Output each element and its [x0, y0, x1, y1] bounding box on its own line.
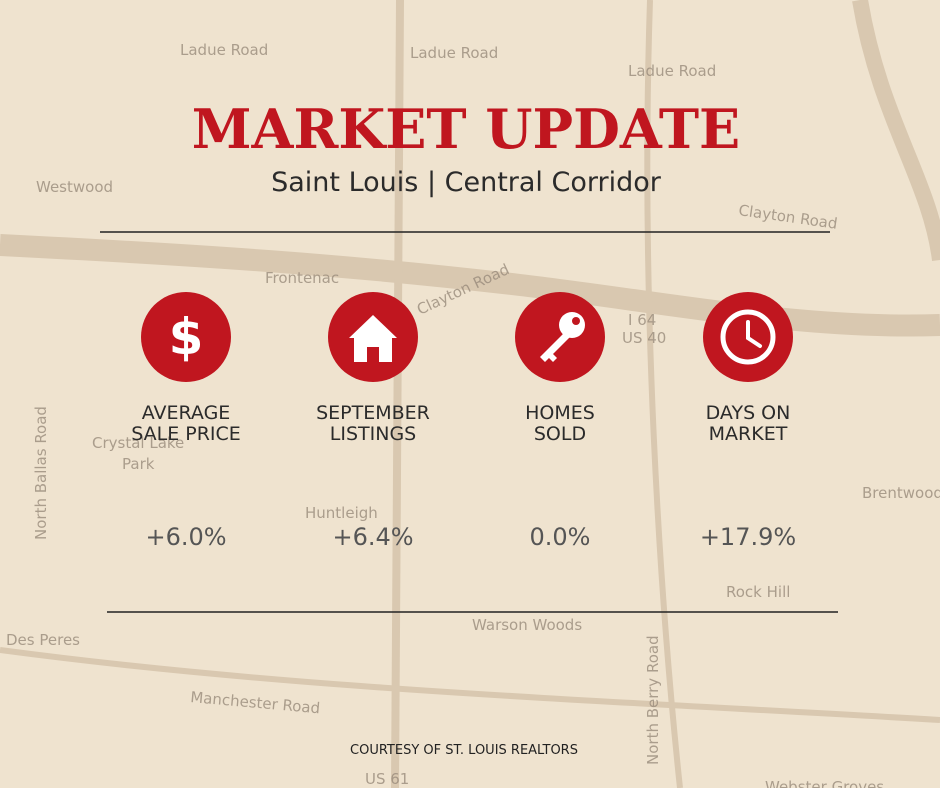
map-label: Huntleigh	[305, 504, 378, 522]
icon-key	[515, 292, 605, 382]
stat-label: MARKET	[709, 423, 788, 445]
map-label: Webster Groves	[765, 778, 884, 788]
stat-label: SOLD	[534, 423, 586, 445]
map-label: Park	[122, 455, 155, 473]
map-label: Crystal Lake	[92, 434, 184, 452]
map-label: US 40	[622, 329, 666, 347]
map-label: US 61	[365, 770, 409, 788]
map-label: North Berry Road	[644, 635, 662, 765]
road	[0, 647, 940, 723]
map-label: Frontenac	[265, 269, 339, 287]
stat-label: LISTINGS	[330, 423, 416, 445]
map-label: Ladue Road	[180, 41, 268, 59]
map-label: Rock Hill	[726, 583, 790, 601]
road	[644, 0, 683, 788]
stat-label: SEPTEMBER	[316, 402, 430, 424]
stat-value: +6.4%	[332, 523, 413, 551]
icon-clock	[703, 292, 793, 382]
stat-value: +6.0%	[145, 523, 226, 551]
svg-text:$: $	[169, 308, 204, 366]
stat-label: SALE PRICE	[131, 423, 241, 445]
stat-value: +17.9%	[700, 523, 796, 551]
map-label: North Ballas Road	[32, 406, 50, 540]
map-label: Westwood	[36, 178, 113, 196]
map-label: Des Peres	[6, 631, 80, 649]
stat-label: AVERAGE	[142, 402, 231, 424]
map-label: I 64	[628, 311, 656, 329]
map-label: Ladue Road	[410, 44, 498, 62]
stat-label: DAYS ON	[706, 402, 791, 424]
title: MARKET UPDATE	[192, 97, 740, 161]
subtitle: Saint Louis | Central Corridor	[271, 167, 662, 198]
map-label: Warson Woods	[472, 616, 582, 634]
map-label: Ladue Road	[628, 62, 716, 80]
stat-label: HOMES	[525, 402, 595, 424]
road	[0, 234, 940, 337]
stat-value: 0.0%	[530, 523, 591, 551]
icon-dollar: $	[141, 292, 231, 382]
footer: COURTESY OF ST. LOUIS REALTORS	[350, 743, 578, 758]
map-label: Brentwood	[862, 484, 940, 502]
icon-house	[328, 292, 418, 382]
road	[852, 0, 940, 261]
road	[391, 0, 404, 788]
